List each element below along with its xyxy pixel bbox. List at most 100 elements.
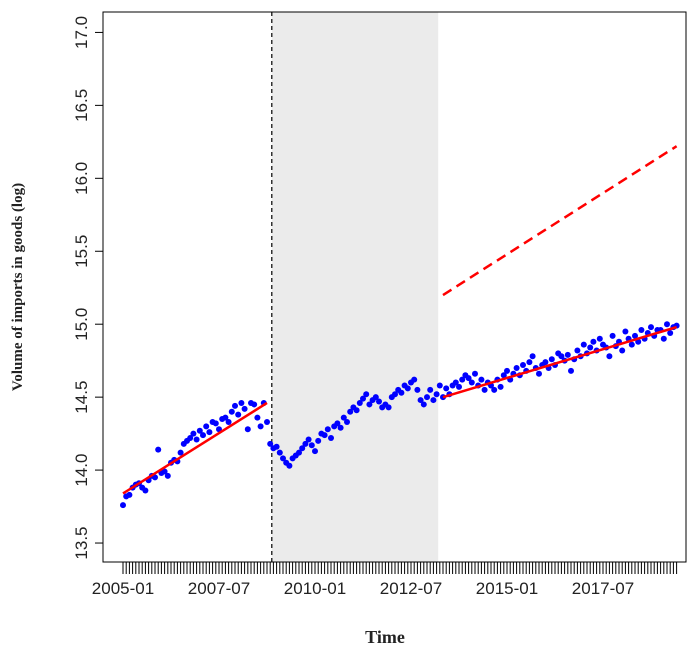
data-point bbox=[424, 394, 430, 401]
data-point bbox=[251, 401, 258, 408]
data-point bbox=[356, 399, 363, 406]
x-tick-label: 2012-07 bbox=[380, 579, 442, 598]
data-point bbox=[152, 474, 158, 481]
data-point bbox=[443, 385, 450, 392]
data-point bbox=[638, 327, 645, 334]
data-point bbox=[430, 397, 437, 404]
data-point bbox=[468, 379, 475, 386]
data-point bbox=[276, 449, 283, 456]
data-point bbox=[456, 383, 462, 390]
data-point bbox=[299, 445, 306, 452]
y-tick-label: 13.5 bbox=[72, 526, 91, 559]
data-point bbox=[465, 375, 472, 382]
y-tick-label: 15.0 bbox=[72, 308, 91, 341]
data-point bbox=[664, 321, 670, 328]
data-point bbox=[155, 446, 162, 453]
data-point bbox=[596, 335, 603, 342]
data-point bbox=[609, 332, 616, 339]
y-axis-label: Volume of imports in goods (log) bbox=[10, 183, 26, 391]
data-point bbox=[334, 420, 341, 427]
data-point bbox=[203, 423, 210, 430]
data-point bbox=[398, 389, 405, 396]
data-point bbox=[648, 324, 654, 331]
data-point bbox=[606, 353, 613, 360]
trend-line bbox=[442, 325, 677, 399]
data-point bbox=[164, 472, 171, 479]
data-point bbox=[244, 426, 251, 433]
data-point bbox=[491, 386, 498, 393]
data-point bbox=[513, 364, 520, 371]
plot-frame bbox=[102, 11, 687, 563]
data-point bbox=[497, 383, 504, 390]
data-point bbox=[302, 440, 309, 447]
x-tick-label: 2017-07 bbox=[572, 579, 634, 598]
data-point bbox=[222, 414, 229, 421]
data-point bbox=[452, 379, 459, 386]
data-point bbox=[548, 356, 555, 363]
data-point bbox=[273, 443, 280, 450]
data-point bbox=[312, 448, 318, 455]
data-point bbox=[120, 502, 126, 509]
data-point bbox=[340, 414, 347, 421]
data-point bbox=[529, 353, 536, 360]
data-point bbox=[574, 347, 581, 354]
trend-line bbox=[442, 145, 678, 297]
data-point bbox=[177, 449, 184, 456]
data-point bbox=[286, 462, 293, 469]
x-tick-label: 2007-07 bbox=[188, 579, 250, 598]
y-tick-label: 14.5 bbox=[72, 381, 91, 414]
data-point bbox=[667, 329, 674, 336]
x-axis-label: Time bbox=[365, 627, 405, 647]
data-point bbox=[372, 394, 379, 401]
data-point bbox=[590, 338, 597, 345]
data-point bbox=[190, 430, 197, 437]
data-point bbox=[257, 423, 264, 430]
data-point bbox=[628, 341, 635, 348]
data-point bbox=[558, 353, 565, 360]
y-tick-label: 14.0 bbox=[72, 454, 91, 487]
data-point bbox=[363, 391, 370, 398]
data-point bbox=[478, 376, 485, 383]
data-point bbox=[414, 386, 421, 393]
data-point bbox=[212, 420, 219, 427]
y-tick-label: 17.0 bbox=[72, 16, 91, 49]
data-point bbox=[324, 426, 331, 433]
data-point bbox=[225, 418, 232, 425]
data-point bbox=[366, 401, 373, 408]
data-point bbox=[337, 424, 344, 431]
shaded-region bbox=[271, 12, 439, 562]
data-point bbox=[187, 434, 194, 441]
data-point bbox=[481, 386, 488, 393]
data-point bbox=[344, 418, 350, 425]
data-point bbox=[206, 429, 213, 436]
data-point bbox=[504, 367, 510, 374]
data-point bbox=[296, 449, 302, 456]
data-point bbox=[568, 367, 574, 374]
y-tick-label: 16.0 bbox=[72, 162, 91, 195]
data-point bbox=[436, 382, 443, 389]
data-point bbox=[420, 401, 427, 408]
x-tick-label: 2005-01 bbox=[92, 579, 154, 598]
data-point bbox=[308, 442, 315, 449]
data-point bbox=[411, 376, 418, 383]
data-point bbox=[459, 376, 466, 383]
x-tick-label: 2015-01 bbox=[476, 579, 538, 598]
data-point bbox=[264, 418, 270, 425]
data-point bbox=[619, 347, 626, 354]
data-point bbox=[587, 344, 594, 351]
data-point bbox=[193, 436, 200, 443]
data-point bbox=[196, 427, 203, 434]
data-point bbox=[321, 432, 328, 439]
data-point bbox=[580, 341, 587, 348]
data-point bbox=[542, 359, 549, 366]
data-point bbox=[353, 407, 360, 414]
data-point bbox=[500, 372, 507, 379]
data-point bbox=[632, 332, 638, 339]
data-point bbox=[520, 362, 526, 369]
trend-line bbox=[122, 401, 268, 495]
data-point bbox=[126, 491, 133, 498]
x-tick-label: 2010-01 bbox=[284, 579, 346, 598]
data-point bbox=[472, 370, 478, 377]
data-point bbox=[526, 359, 533, 366]
data-point bbox=[200, 432, 206, 439]
